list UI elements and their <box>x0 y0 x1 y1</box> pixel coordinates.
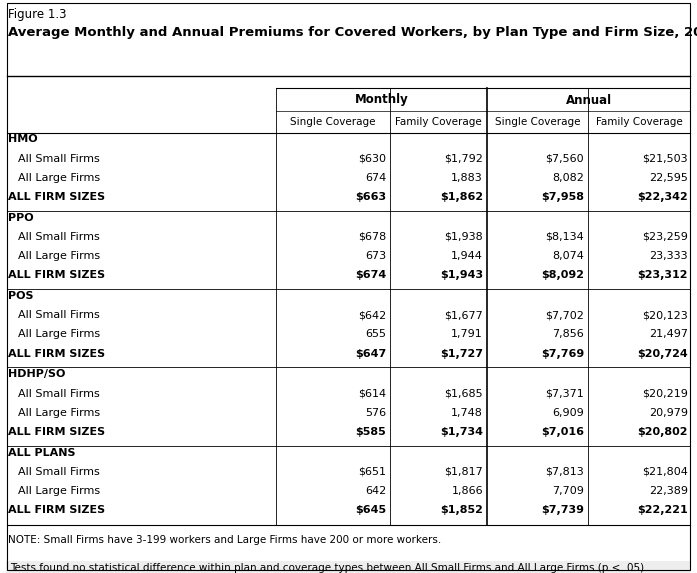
Text: $7,016: $7,016 <box>541 427 584 437</box>
Text: 8,082: 8,082 <box>552 173 584 183</box>
Text: 576: 576 <box>365 408 386 418</box>
Text: All Small Firms: All Small Firms <box>18 467 100 477</box>
Text: $20,123: $20,123 <box>642 311 688 320</box>
Text: 6,909: 6,909 <box>552 408 584 418</box>
Text: Family Coverage: Family Coverage <box>596 117 682 127</box>
Text: All Small Firms: All Small Firms <box>18 311 100 320</box>
Text: Monthly: Monthly <box>355 93 408 107</box>
Text: 655: 655 <box>365 329 386 339</box>
Text: $21,804: $21,804 <box>642 467 688 477</box>
Text: $23,259: $23,259 <box>642 232 688 242</box>
Text: 642: 642 <box>365 486 386 496</box>
Text: HMO: HMO <box>8 135 38 144</box>
Text: $645: $645 <box>355 505 386 515</box>
Text: $647: $647 <box>355 349 386 359</box>
Text: All Small Firms: All Small Firms <box>18 154 100 164</box>
Text: POS: POS <box>8 291 33 301</box>
Text: $8,092: $8,092 <box>541 270 584 280</box>
Text: $678: $678 <box>358 232 386 242</box>
Text: $20,802: $20,802 <box>638 427 688 437</box>
Text: $7,813: $7,813 <box>545 467 584 477</box>
Text: $23,312: $23,312 <box>638 270 688 280</box>
Text: Single Coverage: Single Coverage <box>495 117 580 127</box>
Text: $630: $630 <box>358 154 386 164</box>
Text: 7,856: 7,856 <box>552 329 584 339</box>
Text: $663: $663 <box>355 192 386 202</box>
Text: Figure 1.3: Figure 1.3 <box>8 8 66 21</box>
Text: 1,866: 1,866 <box>452 486 483 496</box>
Text: 20,979: 20,979 <box>649 408 688 418</box>
Text: $1,862: $1,862 <box>440 192 483 202</box>
Text: $7,702: $7,702 <box>545 311 584 320</box>
Text: 673: 673 <box>365 251 386 261</box>
Text: ALL FIRM SIZES: ALL FIRM SIZES <box>8 427 105 437</box>
Text: NOTE: Small Firms have 3-199 workers and Large Firms have 200 or more workers.: NOTE: Small Firms have 3-199 workers and… <box>8 535 441 544</box>
Text: 1,748: 1,748 <box>451 408 483 418</box>
FancyBboxPatch shape <box>6 560 690 573</box>
Text: 1,944: 1,944 <box>451 251 483 261</box>
Text: $1,734: $1,734 <box>440 427 483 437</box>
Text: Average Monthly and Annual Premiums for Covered Workers, by Plan Type and Firm S: Average Monthly and Annual Premiums for … <box>8 26 697 39</box>
Text: All Large Firms: All Large Firms <box>18 486 100 496</box>
Text: $1,792: $1,792 <box>444 154 483 164</box>
Text: $642: $642 <box>358 311 386 320</box>
Text: $7,769: $7,769 <box>541 349 584 359</box>
Text: $21,503: $21,503 <box>643 154 688 164</box>
Text: 23,333: 23,333 <box>650 251 688 261</box>
Text: $20,219: $20,219 <box>642 388 688 399</box>
Text: 22,595: 22,595 <box>649 173 688 183</box>
Text: $1,852: $1,852 <box>440 505 483 515</box>
Text: All Large Firms: All Large Firms <box>18 251 100 261</box>
Text: $1,685: $1,685 <box>445 388 483 399</box>
Text: 22,389: 22,389 <box>649 486 688 496</box>
Text: $585: $585 <box>355 427 386 437</box>
Text: $20,724: $20,724 <box>637 349 688 359</box>
Text: 21,497: 21,497 <box>649 329 688 339</box>
Text: $614: $614 <box>358 388 386 399</box>
Text: Family Coverage: Family Coverage <box>395 117 482 127</box>
Text: ALL FIRM SIZES: ALL FIRM SIZES <box>8 505 105 515</box>
Text: 1,883: 1,883 <box>451 173 483 183</box>
Text: $1,727: $1,727 <box>440 349 483 359</box>
Text: Annual: Annual <box>565 93 611 107</box>
Text: $1,677: $1,677 <box>444 311 483 320</box>
Text: 7,709: 7,709 <box>552 486 584 496</box>
Text: 1,791: 1,791 <box>451 329 483 339</box>
Text: Single Coverage: Single Coverage <box>290 117 376 127</box>
Text: $1,817: $1,817 <box>444 467 483 477</box>
Text: All Large Firms: All Large Firms <box>18 329 100 339</box>
Text: $8,134: $8,134 <box>545 232 584 242</box>
Text: 8,074: 8,074 <box>552 251 584 261</box>
Text: ALL PLANS: ALL PLANS <box>8 448 75 458</box>
Text: $651: $651 <box>358 467 386 477</box>
Text: 674: 674 <box>365 173 386 183</box>
Text: $22,342: $22,342 <box>637 192 688 202</box>
Text: Tests found no statistical difference within plan and coverage types between All: Tests found no statistical difference wi… <box>10 563 648 572</box>
Text: All Large Firms: All Large Firms <box>18 173 100 183</box>
Text: HDHP/SO: HDHP/SO <box>8 370 66 379</box>
Text: $1,943: $1,943 <box>440 270 483 280</box>
Text: $7,958: $7,958 <box>541 192 584 202</box>
Text: $7,739: $7,739 <box>541 505 584 515</box>
Text: ALL FIRM SIZES: ALL FIRM SIZES <box>8 270 105 280</box>
Text: All Large Firms: All Large Firms <box>18 408 100 418</box>
Text: $7,560: $7,560 <box>545 154 584 164</box>
Text: $674: $674 <box>355 270 386 280</box>
Text: All Small Firms: All Small Firms <box>18 232 100 242</box>
Text: ALL FIRM SIZES: ALL FIRM SIZES <box>8 192 105 202</box>
Text: ALL FIRM SIZES: ALL FIRM SIZES <box>8 349 105 359</box>
Text: $1,938: $1,938 <box>444 232 483 242</box>
Text: All Small Firms: All Small Firms <box>18 388 100 399</box>
Text: $22,221: $22,221 <box>637 505 688 515</box>
Text: $7,371: $7,371 <box>545 388 584 399</box>
Text: PPO: PPO <box>8 213 33 223</box>
